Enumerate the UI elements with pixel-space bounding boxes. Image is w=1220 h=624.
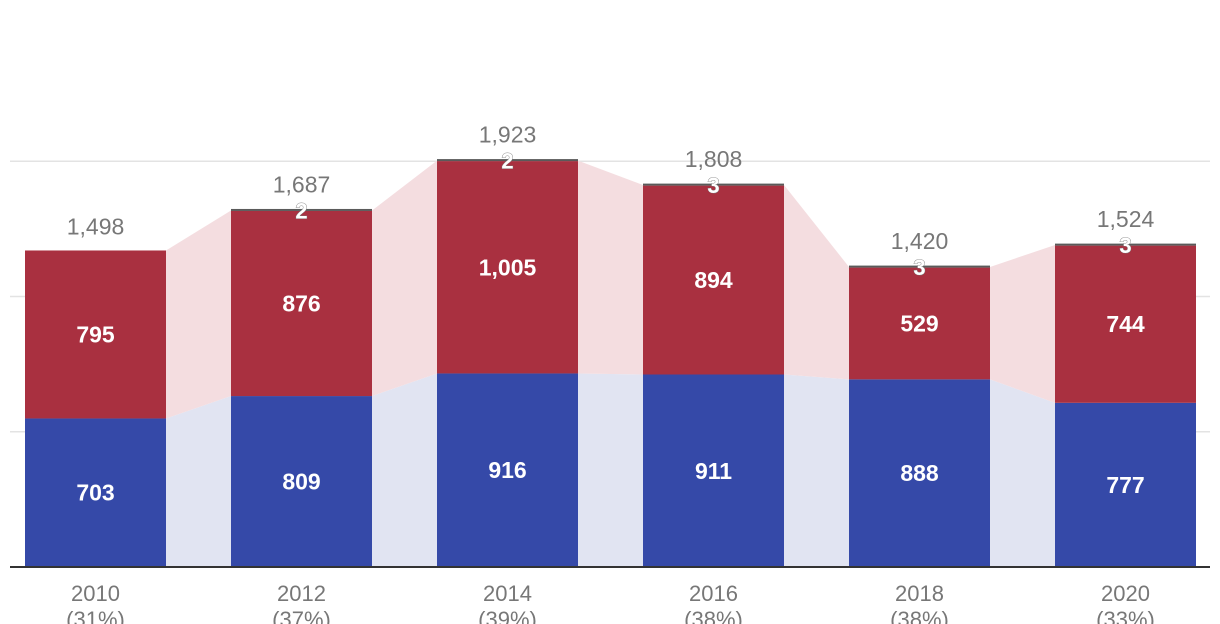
series-1-value-label: 703 xyxy=(76,480,114,506)
bar-segment-2 xyxy=(231,210,372,397)
bar-segment-2 xyxy=(1055,245,1196,403)
x-axis-ticks: 2010(31%)2012(37%)2014(39%)2016(38%)2018… xyxy=(66,581,1155,624)
bar-segment-3 xyxy=(849,265,990,268)
data-labels: 7037951,49880987621,6879161,00521,923911… xyxy=(67,122,1155,506)
connector-band-blue xyxy=(166,396,231,567)
bar-segment-3 xyxy=(437,159,578,162)
series-1-value-label: 916 xyxy=(488,457,526,483)
series-2-value-label: 1,005 xyxy=(479,254,537,280)
x-tick-label: 2010 xyxy=(71,581,120,606)
bar-segment-3 xyxy=(643,183,784,186)
x-tick-label: 2014 xyxy=(483,581,532,606)
connector-band-blue xyxy=(784,374,849,567)
series-1-value-label: 809 xyxy=(282,469,320,495)
connector-band-red xyxy=(990,244,1055,403)
bar-segment-3 xyxy=(231,208,372,211)
x-tick-sublabel: (39%) xyxy=(478,607,537,624)
total-value-label: 1,498 xyxy=(67,213,125,239)
bar-segment-1 xyxy=(849,379,990,567)
series-3-value-label: 2 xyxy=(501,149,513,174)
bars xyxy=(25,159,1196,567)
x-tick-label: 2012 xyxy=(277,581,326,606)
series-2-value-label: 894 xyxy=(694,267,733,293)
total-value-label: 1,923 xyxy=(479,122,537,148)
series-3-value-label: 3 xyxy=(913,255,925,280)
bar-segment-2 xyxy=(849,267,990,380)
series-1-value-label: 777 xyxy=(1106,472,1144,498)
series-3-value-label: 3 xyxy=(1119,233,1131,258)
x-tick-sublabel: (38%) xyxy=(890,607,949,624)
bar-segment-2 xyxy=(25,250,166,419)
bar-segment-2 xyxy=(437,161,578,374)
x-tick-sublabel: (33%) xyxy=(1096,607,1155,624)
bar-segment-1 xyxy=(25,418,166,567)
bar-segment-1 xyxy=(1055,402,1196,567)
bar-segment-3 xyxy=(1055,243,1196,246)
x-tick-sublabel: (37%) xyxy=(272,607,331,624)
bar-segment-2 xyxy=(643,185,784,375)
series-2-value-label: 795 xyxy=(76,321,115,347)
connector-band-red xyxy=(578,160,643,375)
series-2-value-label: 744 xyxy=(1106,311,1145,337)
x-tick-sublabel: (31%) xyxy=(66,607,125,624)
total-value-label: 1,808 xyxy=(685,146,743,172)
connector-band-red xyxy=(166,210,231,419)
series-3-value-label: 3 xyxy=(707,173,719,198)
series-2-value-label: 876 xyxy=(282,291,320,317)
total-value-label: 1,524 xyxy=(1097,206,1155,232)
total-value-label: 1,420 xyxy=(891,228,949,254)
connector-band-blue xyxy=(372,373,437,567)
bar-segment-1 xyxy=(231,396,372,567)
x-tick-label: 2020 xyxy=(1101,581,1150,606)
connector-band-blue xyxy=(990,379,1055,567)
x-tick-label: 2018 xyxy=(895,581,944,606)
connector-band-red xyxy=(784,184,849,380)
series-1-value-label: 911 xyxy=(695,458,732,484)
bar-segment-1 xyxy=(437,373,578,567)
series-2-value-label: 529 xyxy=(900,310,938,336)
series-1-value-label: 888 xyxy=(900,460,939,486)
connector-band-blue xyxy=(578,373,643,567)
connector-band-red xyxy=(372,160,437,397)
series-3-value-label: 2 xyxy=(295,199,307,224)
connector-bands xyxy=(166,160,1055,567)
x-tick-label: 2016 xyxy=(689,581,738,606)
total-value-label: 1,687 xyxy=(273,172,331,198)
bar-segment-1 xyxy=(643,374,784,567)
x-tick-sublabel: (38%) xyxy=(684,607,743,624)
